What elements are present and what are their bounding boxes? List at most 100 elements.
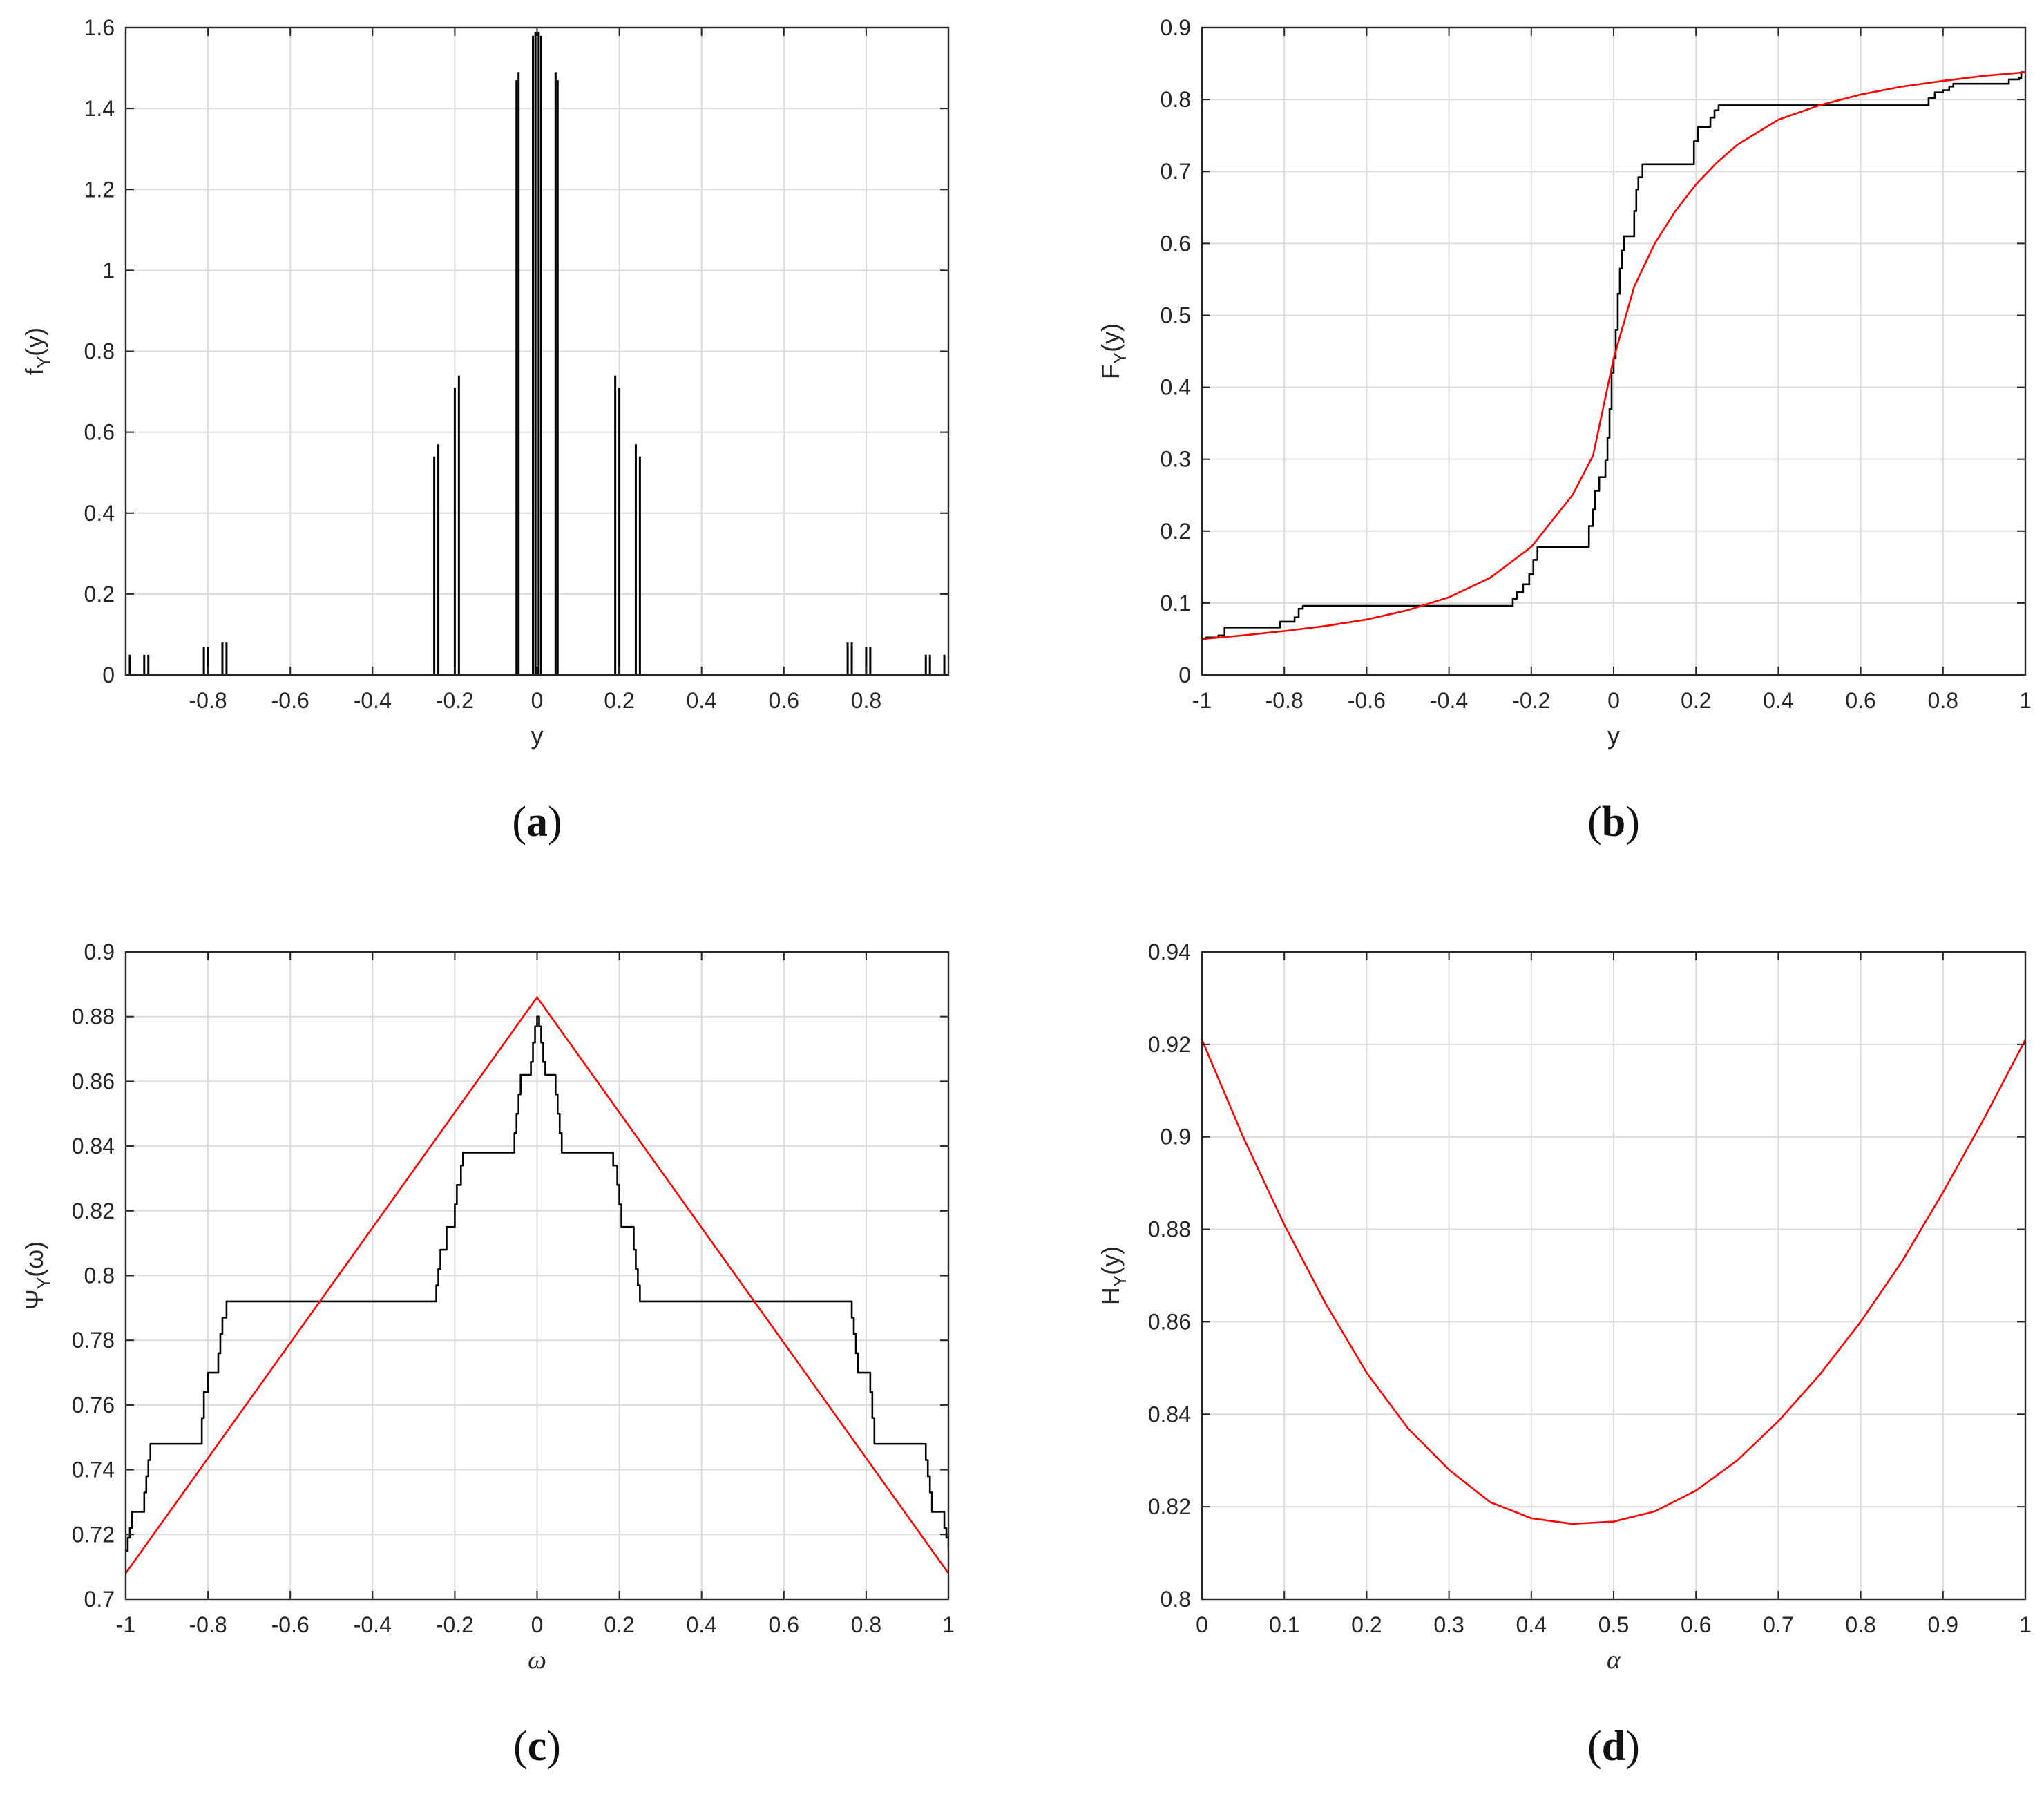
y-tick-label: 0.76 — [72, 1393, 115, 1418]
y-tick-label: 0.82 — [72, 1199, 115, 1223]
chart-d: 0 0.1 0.2 0.3 0.4 0.5 0.6 0.7 0.8 0.9 1 0.8 0.82 0.84… — [1096, 939, 2032, 1770]
x-tick-label: 0.4 — [1516, 1612, 1547, 1637]
chart-c-grid — [125, 951, 949, 1600]
chart-c-series-1-line — [126, 996, 948, 1574]
x-tick-label: -0.4 — [354, 1612, 392, 1637]
panel-label-b: (b) — [1587, 799, 1640, 846]
ylabel-sub: Y — [33, 356, 54, 368]
ylabel-tail: (y) — [1096, 323, 1125, 352]
ylabel-sub: Y — [33, 1277, 54, 1289]
y-tick-label: 0.9 — [84, 939, 115, 964]
x-tick-label: 0.2 — [1351, 1612, 1382, 1637]
y-tick-label: 0.88 — [1148, 1217, 1191, 1242]
x-tick-label: 1 — [2019, 688, 2032, 713]
chart-b-series-1-line — [1202, 71, 2025, 640]
x-tick-label: 0 — [1607, 688, 1620, 713]
x-tick-label: -0.2 — [436, 1612, 474, 1637]
y-tick-label: 0.8 — [1161, 87, 1191, 112]
y-tick-label: 1.4 — [84, 96, 115, 121]
panel-letter: b — [1602, 799, 1625, 846]
y-tick-label: 0.72 — [72, 1522, 115, 1547]
y-tick-label: 0.84 — [72, 1134, 115, 1158]
x-tick-label: 1 — [942, 1612, 955, 1637]
x-tick-label: 0 — [531, 688, 544, 713]
chart-b-xlabel: y — [1607, 721, 1620, 750]
x-tick-label: -0.8 — [189, 1612, 227, 1637]
x-tick-label: -0.2 — [1512, 688, 1550, 713]
panel-letter: d — [1602, 1723, 1625, 1770]
chart-d-series-0-line — [1202, 1039, 2025, 1525]
x-tick-label: -0.4 — [354, 688, 392, 713]
chart-b-grid — [1201, 27, 2026, 676]
x-tick-label: 0.4 — [1763, 688, 1793, 713]
chart-b-series-0-line — [1202, 71, 2025, 640]
y-tick-label: 0.8 — [84, 339, 115, 364]
x-tick-label: 0.8 — [1928, 688, 1958, 713]
y-tick-label: 0.7 — [84, 1587, 115, 1612]
y-tick-label: 0 — [102, 662, 115, 687]
chart-a-ylabel: fY(y) — [20, 327, 54, 375]
ylabel-tail: (y) — [20, 327, 48, 356]
y-tick-label: 0.6 — [84, 420, 115, 445]
x-tick-label: 0 — [1196, 1612, 1208, 1637]
x-tick-label: 0.6 — [1845, 688, 1875, 713]
y-tick-label: 0.6 — [1161, 231, 1191, 256]
x-tick-label: -0.8 — [1265, 688, 1303, 713]
ylabel-main: Ψ — [20, 1289, 48, 1310]
x-tick-label: -0.6 — [1348, 688, 1386, 713]
y-tick-label: 0.7 — [1161, 159, 1191, 184]
x-tick-label: 0.7 — [1763, 1612, 1793, 1637]
panel-label-d: (d) — [1587, 1723, 1640, 1770]
x-tick-label: 0.2 — [604, 1612, 634, 1637]
chart-a-xlabel: y — [531, 721, 544, 750]
y-tick-label: 0.78 — [72, 1328, 115, 1353]
x-tick-label: 0.8 — [1845, 1612, 1875, 1637]
chart-a: -0.8 -0.6 -0.4 -0.2 0 0.2 0.4 0.6 0.8 0 0.2 0.4 0.6 0… — [20, 15, 950, 846]
x-tick-label: 0 — [531, 1612, 544, 1637]
y-tick-label: 0.86 — [72, 1069, 115, 1094]
x-tick-label: -0.6 — [271, 688, 309, 713]
y-tick-label: 0.88 — [72, 1004, 115, 1029]
x-tick-label: 0.2 — [1681, 688, 1711, 713]
x-tick-label: -1 — [116, 1612, 135, 1637]
y-tick-label: 0.4 — [1161, 375, 1191, 400]
x-tick-label: 0.6 — [769, 1612, 799, 1637]
chart-c-series-0-line — [126, 1015, 948, 1552]
ylabel-main: F — [1096, 364, 1125, 379]
x-tick-label: 0.1 — [1269, 1612, 1299, 1637]
y-tick-label: 0.2 — [1161, 519, 1191, 544]
x-tick-label: -0.4 — [1430, 688, 1468, 713]
panel-label-c: (c) — [513, 1723, 561, 1770]
y-tick-label: 0 — [1178, 662, 1191, 687]
y-tick-label: 0.3 — [1161, 447, 1191, 472]
chart-b: -1 -0.8 -0.6 -0.4 -0.2 0 0.2 0.4 0.6 0.8 1 0 0.1 0.2 0… — [1096, 15, 2032, 846]
y-tick-label: 0.84 — [1148, 1402, 1191, 1426]
x-tick-label: 0.4 — [686, 688, 716, 713]
x-tick-label: 1 — [2019, 1612, 2032, 1637]
chart-a-series-0 — [128, 31, 946, 675]
y-tick-label: 0.1 — [1161, 591, 1191, 616]
x-tick-label: 0.6 — [769, 688, 799, 713]
y-tick-label: 0.92 — [1148, 1032, 1191, 1057]
panel-label-a: (a) — [512, 799, 562, 846]
x-tick-label: 0.3 — [1433, 1612, 1464, 1637]
chart-a-grid — [126, 27, 948, 676]
y-tick-label: 0.82 — [1148, 1494, 1191, 1519]
y-tick-label: 1.6 — [84, 15, 115, 40]
x-tick-label: 0.8 — [851, 1612, 881, 1637]
y-tick-label: 0.2 — [84, 582, 115, 607]
x-tick-label: -1 — [1192, 688, 1212, 713]
chart-d-grid — [1201, 951, 2026, 1600]
y-tick-label: 0.5 — [1161, 303, 1191, 327]
panel-letter: c — [528, 1723, 547, 1770]
chart-b-ylabel: FY(y) — [1096, 323, 1130, 379]
x-tick-label: 0.9 — [1928, 1612, 1958, 1637]
x-tick-label: 0.5 — [1598, 1612, 1629, 1637]
ylabel-sub: Y — [1109, 352, 1130, 364]
x-tick-label: 0.4 — [686, 1612, 716, 1637]
chart-d-xlabel: α — [1607, 1645, 1621, 1674]
y-tick-label: 1 — [102, 258, 115, 283]
ylabel-tail: (ω) — [20, 1241, 48, 1277]
x-tick-label: 0.2 — [604, 688, 634, 713]
